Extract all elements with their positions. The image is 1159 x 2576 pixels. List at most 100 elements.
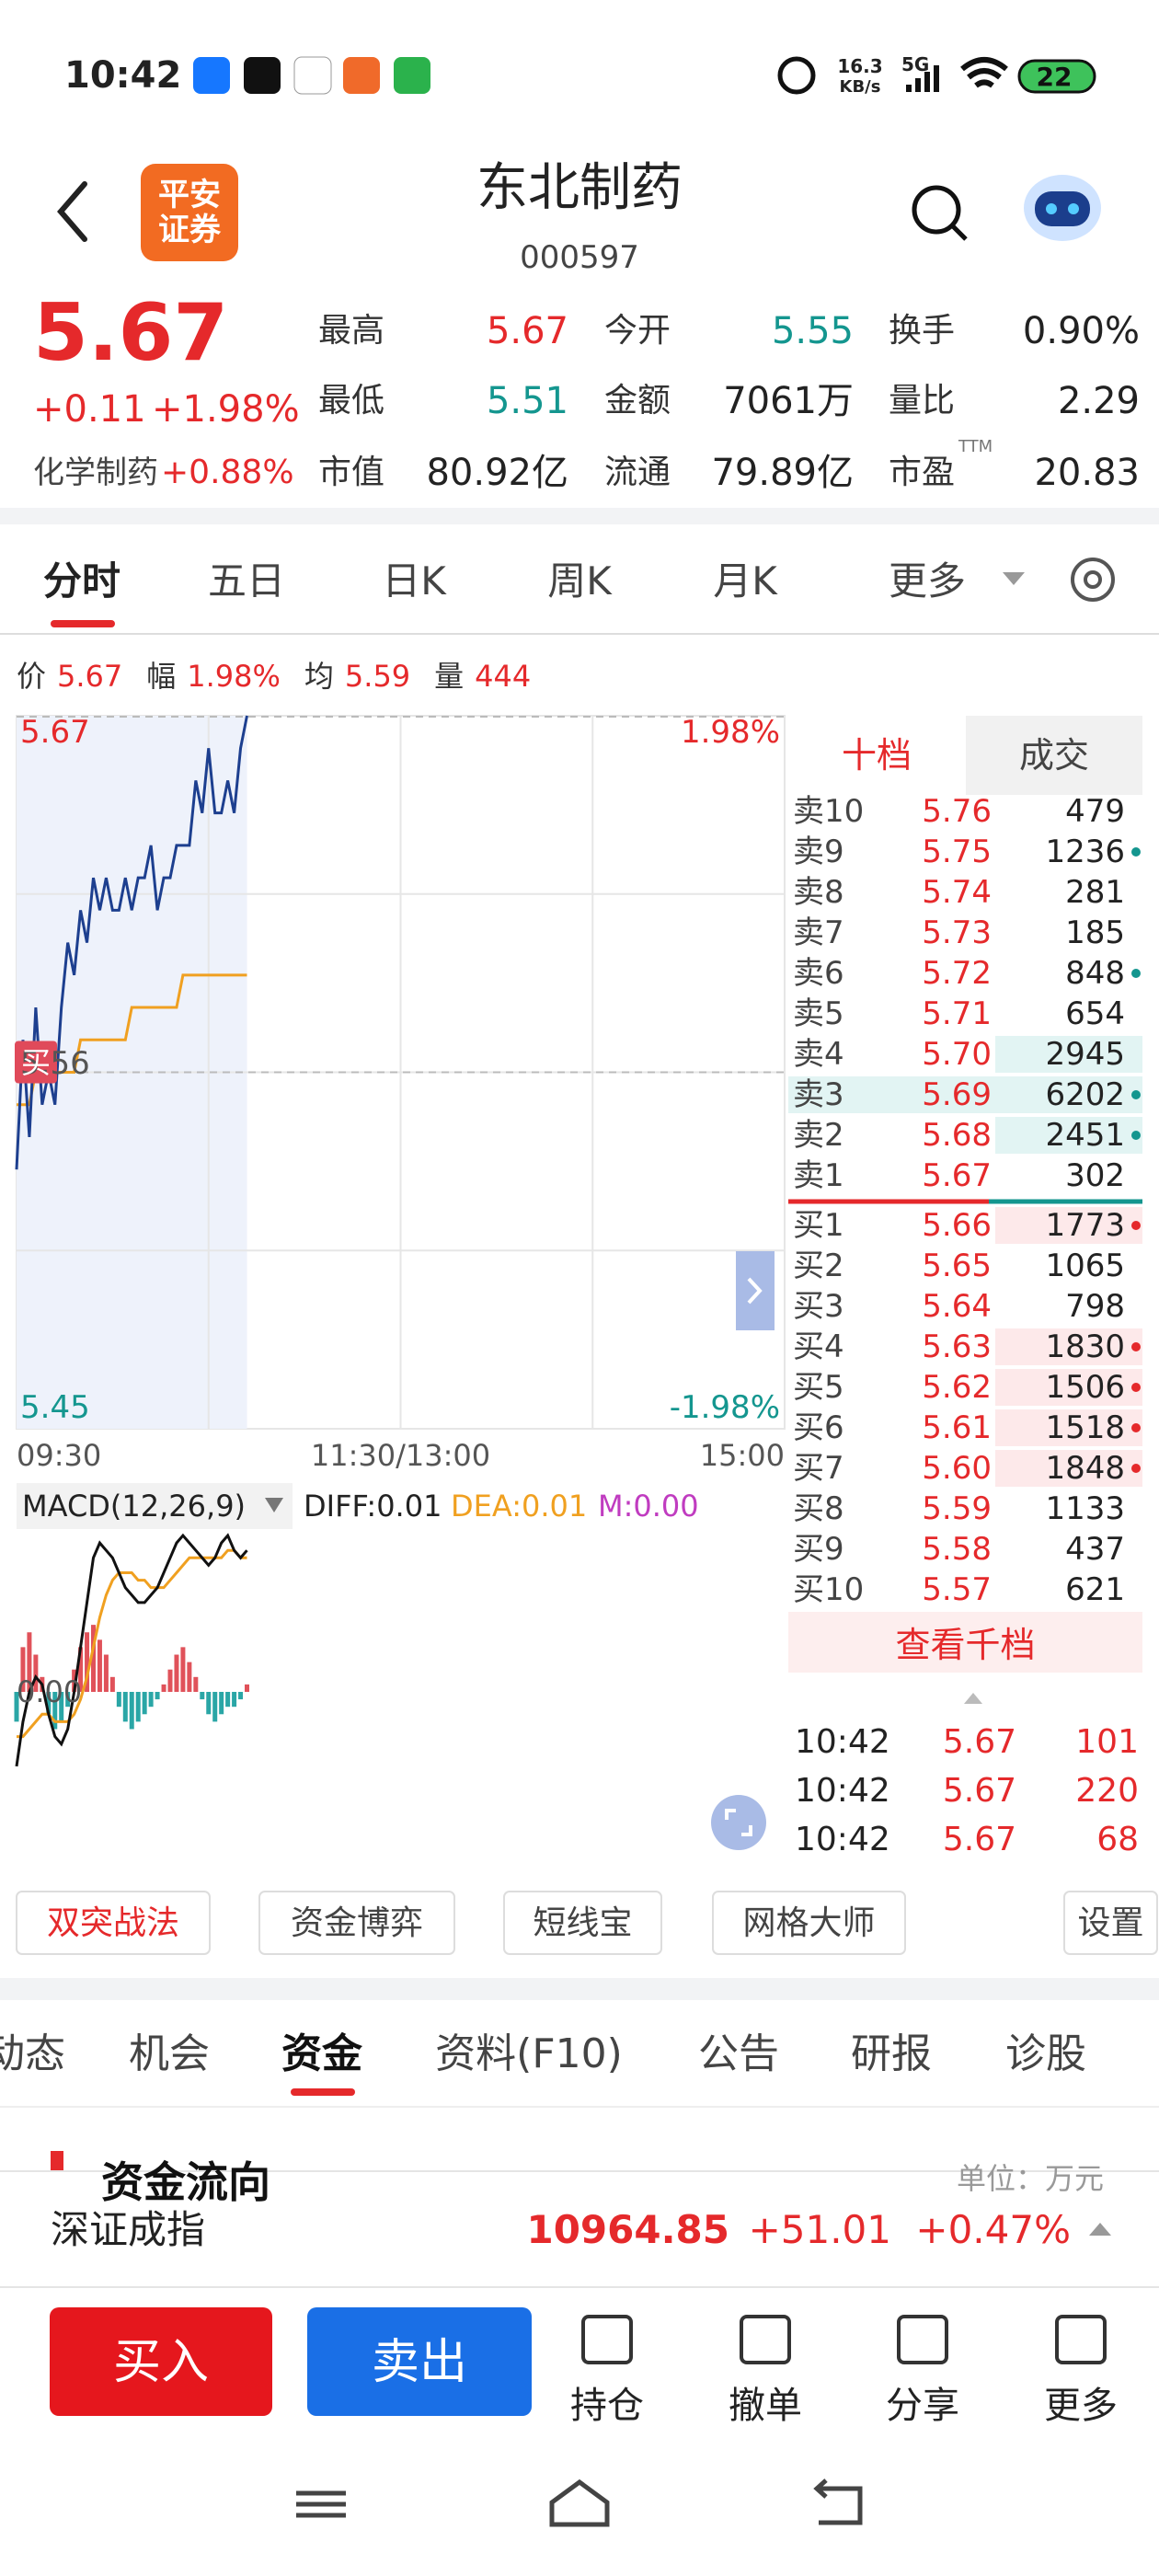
tool-label[interactable]: 设置: [1077, 1904, 1144, 1942]
book-price: 5.74: [922, 874, 992, 911]
chart-tab[interactable]: 日K: [382, 558, 446, 604]
book-tab[interactable]: 成交: [1018, 735, 1090, 776]
trade-time: 10:42: [795, 1723, 890, 1761]
depth-highlight: [788, 1076, 1142, 1113]
section-tab[interactable]: 研报: [851, 2030, 932, 2077]
book-volume: 1773: [1045, 1207, 1125, 1244]
active-tab-indicator: [51, 620, 115, 627]
index-change: +51.01: [748, 2207, 891, 2252]
book-level: 卖5: [793, 995, 844, 1032]
section-gap: [0, 1978, 1159, 2000]
stat-value: 5.51: [486, 380, 568, 422]
book-price: 5.69: [922, 1076, 992, 1113]
tool-label[interactable]: 网格大师: [742, 1904, 876, 1942]
action-label[interactable]: 更多: [1044, 2385, 1118, 2427]
book-price: 5.58: [922, 1531, 992, 1568]
info-value: 5.59: [344, 659, 411, 694]
sell-button-label[interactable]: 卖出: [371, 2335, 468, 2390]
book-price: 5.63: [922, 1328, 992, 1365]
nav-back: [813, 2478, 863, 2525]
index-bar: [0, 2171, 1159, 2287]
macd-title: MACD(12,26,9): [22, 1489, 247, 1524]
last-price: 5.67: [33, 287, 229, 379]
book-price: 5.61: [922, 1409, 992, 1446]
stat-label: 金额: [604, 382, 671, 420]
book-price: 5.65: [922, 1248, 992, 1284]
chart-tab[interactable]: 月K: [713, 558, 777, 604]
stat-label: 换手: [889, 312, 956, 350]
book-volume: 2945: [1045, 1036, 1125, 1073]
book-price: 5.67: [922, 1157, 992, 1194]
buy-button: [50, 2307, 272, 2416]
book-price: 5.73: [922, 914, 992, 951]
action-label[interactable]: 撤单: [729, 2385, 802, 2427]
expand-handle: [736, 1251, 775, 1330]
book-level: 买7: [793, 1450, 844, 1487]
book-price: 5.59: [922, 1490, 992, 1527]
broker-logo: [141, 164, 238, 261]
book-level: 买10: [793, 1571, 865, 1608]
settings-icon: [1071, 558, 1115, 602]
tool-label[interactable]: 资金博弈: [290, 1904, 424, 1942]
book-volume: 1506: [1045, 1369, 1125, 1406]
depth-highlight: [995, 1036, 1142, 1073]
logo-text: 证券: [158, 212, 221, 248]
section-tab[interactable]: 资金: [281, 2030, 362, 2077]
book-dot: [1131, 1342, 1141, 1351]
book-volume: 437: [1065, 1531, 1125, 1568]
depth-highlight: [995, 1207, 1142, 1244]
book-price: 5.70: [922, 1036, 992, 1073]
book-price: 5.71: [922, 995, 992, 1032]
stat-label: 最低: [318, 382, 385, 420]
book-volume: 1065: [1045, 1248, 1125, 1284]
index-change-pct: +0.47%: [915, 2207, 1071, 2252]
stock-name: 东北制药: [476, 158, 683, 218]
buy-button-label[interactable]: 买入: [112, 2335, 210, 2390]
section-unit: 单位：万元: [956, 2161, 1104, 2196]
battery-level: 22: [1036, 62, 1073, 92]
macd-zero-label: 0.00: [17, 1674, 83, 1709]
tool-button: [258, 1891, 455, 1955]
chart-tab[interactable]: 更多: [888, 558, 967, 604]
net-speed: 16.3: [837, 55, 883, 77]
expand-arrow: [747, 1277, 763, 1305]
more-depth-button[interactable]: 查看千档: [895, 1625, 1036, 1665]
logo-text: 平安: [158, 177, 221, 213]
book-dot: [1131, 1423, 1141, 1432]
stat-label: 市值: [318, 454, 385, 491]
book-tab[interactable]: 十档: [841, 735, 912, 776]
stat-label: 量比: [889, 382, 956, 420]
info-value: 1.98%: [187, 659, 281, 694]
book-level: 买4: [793, 1328, 844, 1365]
trade-time: 10:42: [795, 1821, 890, 1858]
book-volume: 848: [1065, 955, 1125, 992]
tool-label[interactable]: 短线宝: [533, 1904, 633, 1942]
stat-value: 5.55: [771, 310, 854, 352]
index-value: 10964.85: [526, 2207, 729, 2252]
info-label: 价: [17, 659, 47, 694]
chart-tab[interactable]: 分时: [42, 558, 121, 604]
section-tab[interactable]: 动态: [0, 2030, 65, 2077]
depth-highlight: [995, 1117, 1142, 1154]
book-level: 卖10: [793, 793, 865, 830]
tool-label[interactable]: 双突战法: [46, 1904, 180, 1942]
action-label[interactable]: 分享: [886, 2385, 959, 2427]
section-tab[interactable]: 机会: [129, 2030, 210, 2077]
sell-button: [307, 2307, 532, 2416]
y-tick-label: 5.67: [20, 714, 90, 751]
chart-tab[interactable]: 周K: [547, 558, 612, 604]
macd-dropdown: [265, 1498, 283, 1512]
book-volume: 185: [1065, 914, 1125, 951]
book-volume: 1518: [1045, 1409, 1125, 1446]
status-app-icon: [394, 57, 430, 94]
section-tab[interactable]: 资料(F10): [435, 2030, 623, 2077]
section-tab[interactable]: 诊股: [1005, 2030, 1086, 2077]
stat-label: 市盈: [889, 454, 956, 491]
action-label[interactable]: 持仓: [570, 2385, 644, 2427]
book-price: 5.64: [922, 1288, 992, 1325]
section-tab[interactable]: 公告: [698, 2030, 779, 2077]
index-caret: [1089, 2223, 1111, 2236]
price-line: [15, 715, 248, 1170]
search-icon: [912, 185, 961, 235]
chart-tab[interactable]: 五日: [207, 558, 286, 604]
